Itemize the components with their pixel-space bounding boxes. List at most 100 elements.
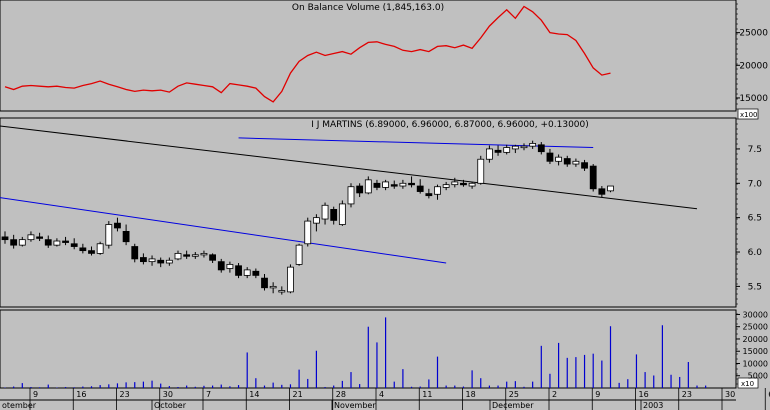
- candle-36: [312, 214, 320, 232]
- candle-body: [200, 252, 208, 256]
- date-tick-label: 23: [120, 390, 130, 399]
- obv-tick-label: 20000: [739, 61, 768, 71]
- candle-45: [390, 180, 398, 189]
- obv-line: [4, 5, 611, 103]
- candle-29: [252, 268, 260, 279]
- price-tick-label: 6.0: [748, 248, 763, 258]
- month-label: 2003: [643, 401, 663, 410]
- candle-body: [529, 143, 537, 147]
- candle-body: [520, 145, 528, 149]
- trendline-1: [0, 197, 447, 264]
- obv-series: [4, 5, 611, 103]
- date-tick-label: 16: [639, 390, 649, 399]
- obv-unit-box: [737, 108, 759, 120]
- candle-body: [88, 250, 95, 254]
- candle-body: [477, 158, 485, 184]
- candle-32: [278, 286, 286, 295]
- candle-16: [139, 253, 147, 265]
- candle-body: [408, 182, 415, 186]
- candle-body: [546, 152, 554, 162]
- volume-tick-label: 25000: [743, 323, 768, 332]
- price-tick-label: 5.5: [748, 282, 762, 292]
- date-tick-label: 23: [682, 390, 692, 399]
- trendline-0: [0, 125, 698, 210]
- date-tick-label: 7: [206, 390, 211, 399]
- candle-body: [131, 246, 139, 260]
- candle-56: [485, 145, 493, 163]
- candle-body: [416, 185, 424, 192]
- date-tick-label: 30: [725, 390, 735, 399]
- candle-59: [511, 144, 519, 154]
- candle-30: [261, 274, 268, 291]
- candle-48: [416, 179, 424, 194]
- candle-23: [200, 250, 208, 258]
- candle-17: [148, 255, 156, 266]
- candle-body: [217, 261, 225, 271]
- candle-15: [131, 243, 139, 263]
- candle-body: [174, 252, 182, 260]
- obv-panel: [0, 0, 737, 112]
- candle-body: [269, 285, 277, 289]
- candle-5: [44, 235, 52, 248]
- price-tick-label: 7.0: [748, 179, 763, 189]
- candle-body: [399, 182, 407, 187]
- candle-51: [442, 181, 450, 191]
- month-label: November: [334, 401, 376, 410]
- date-tick-label: 2: [552, 390, 557, 399]
- date-tick-label: 4: [379, 390, 384, 399]
- candle-54: [468, 181, 476, 189]
- candle-39: [338, 200, 346, 226]
- candle-body: [148, 258, 156, 263]
- candle-body: [278, 290, 286, 293]
- candle-body: [252, 270, 260, 276]
- candle-body: [209, 254, 217, 261]
- candle-28: [243, 267, 251, 279]
- date-tick-label: 14: [249, 390, 259, 399]
- candle-body: [589, 165, 597, 190]
- month-label: December: [492, 401, 534, 410]
- candle-10: [88, 246, 95, 256]
- candle-body: [44, 239, 52, 246]
- volume-tick-label: 10000: [743, 359, 768, 368]
- candle-body: [460, 182, 467, 186]
- candle-body: [442, 184, 450, 188]
- candle-63: [546, 148, 554, 165]
- candle-6: [53, 238, 61, 247]
- date-tick-label: 16: [76, 390, 86, 399]
- volume-tick-label: 30000: [743, 310, 768, 319]
- candle-body: [330, 209, 338, 221]
- candle-body: [485, 148, 493, 160]
- obv-tick-label: 25000: [739, 29, 768, 39]
- candle-2: [18, 236, 26, 247]
- candle-57: [494, 145, 502, 156]
- candle-body: [537, 144, 545, 153]
- candle-body: [598, 188, 606, 195]
- candle-65: [563, 155, 571, 167]
- date-tick-label: 21: [293, 390, 303, 399]
- candle-24: [209, 253, 217, 264]
- candle-body: [312, 217, 320, 224]
- obv-unit-label: x100: [740, 111, 758, 119]
- candle-33: [287, 264, 294, 294]
- candle-body: [425, 193, 433, 197]
- candle-21: [183, 250, 191, 259]
- candle-body: [27, 234, 35, 241]
- candle-body: [114, 222, 121, 229]
- candle-3: [27, 231, 35, 242]
- candle-body: [10, 239, 18, 246]
- obv-title: On Balance Volume (1,845,163.0): [292, 3, 444, 13]
- candle-43: [373, 179, 381, 191]
- candle-18: [157, 257, 165, 268]
- candle-27: [235, 263, 242, 279]
- candle-46: [399, 179, 407, 189]
- candle-66: [572, 158, 580, 167]
- candle-body: [390, 184, 398, 187]
- volume-tick-label: 20000: [743, 335, 768, 344]
- candle-body: [451, 181, 459, 186]
- candle-69: [598, 186, 606, 198]
- candle-body: [96, 243, 104, 254]
- candle-14: [122, 224, 130, 246]
- candle-body: [235, 265, 242, 276]
